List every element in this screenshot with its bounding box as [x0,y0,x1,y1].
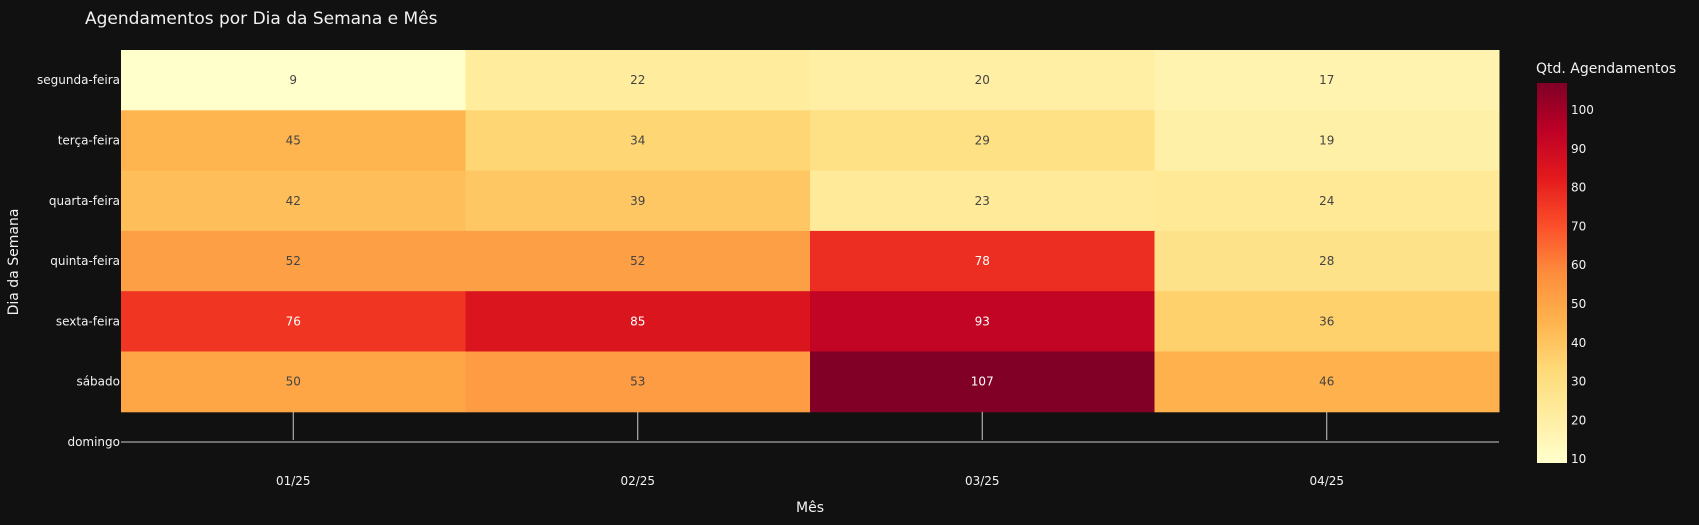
heatmap-cell [465,230,811,292]
y-tick-label: domingo [67,435,120,449]
x-axis-title: Mês [796,500,824,516]
heatmap-cell [1154,230,1500,292]
cell-value-label: 107 [971,375,994,389]
cell-value-label: 23 [975,194,990,208]
heatmap-cells: 9 22 20 17 45 34 29 19 42 39 23 24 52 52 78 28 76 85 93 36 5… [121,50,1500,413]
cell-value-label: 45 [286,133,301,147]
heatmap-cell [121,50,466,111]
cell-value-label: 9 [289,73,297,87]
x-tick-label: 04/25 [1309,474,1344,488]
colorbar-ticks: 10 20 30 40 50 60 70 80 90 100 [1571,103,1594,466]
heatmap-cell [465,291,811,352]
cell-value-label: 46 [1319,375,1334,389]
colorbar-title: Qtd. Agendamentos [1536,61,1676,77]
cell-value-label: 52 [286,254,301,268]
cell-value-label: 36 [1319,314,1334,328]
cell-value-label: 29 [975,133,990,147]
cell-value-label: 85 [630,314,645,328]
cell-value-label: 17 [1319,73,1334,87]
heatmap-cell [465,110,811,172]
heatmap-cell [121,110,466,172]
cell-value-label: 42 [286,194,301,208]
cell-value-label: 50 [286,375,301,389]
heatmap-cell [810,230,1155,292]
cell-value-label: 20 [975,73,990,87]
colorbar-tick-label: 20 [1571,413,1586,427]
heatmap-cell [1154,351,1500,413]
heatmap-cell [121,170,466,232]
cell-value-label: 34 [630,133,645,147]
heatmap-cell [810,291,1155,352]
y-tick-label: quinta-feira [50,254,120,268]
y-tick-label: sábado [76,375,120,389]
x-tick-label: 03/25 [965,474,1000,488]
colorbar-tick-label: 40 [1571,336,1586,350]
y-tick-label: sexta-feira [56,314,120,328]
cell-value-label: 52 [630,254,645,268]
chart-title: Agendamentos por Dia da Semana e Mês [85,9,438,29]
heatmap-cell [121,291,466,352]
colorbar-tick-label: 100 [1571,103,1594,117]
heatmap-cell [810,50,1155,111]
cell-value-label: 76 [286,314,301,328]
x-tick-label: 02/25 [620,474,655,488]
cell-value-label: 78 [975,254,990,268]
heatmap-cell [465,50,811,111]
colorbar [1537,83,1567,463]
cell-value-label: 24 [1319,194,1334,208]
heatmap-cell [1154,170,1500,232]
heatmap-cell [1154,50,1500,111]
y-tick-label: segunda-feira [37,73,120,87]
axes: segunda-feira terça-feira quarta-feira quin… [37,73,1499,488]
colorbar-tick-label: 80 [1571,181,1586,195]
heatmap-cell [1154,110,1500,172]
y-axis-title: Dia da Semana [6,209,22,316]
colorbar-tick-label: 30 [1571,375,1586,389]
heatmap-cell [465,351,811,413]
colorbar-tick-label: 60 [1571,258,1586,272]
heatmap-cell [465,170,811,232]
cell-value-label: 39 [630,194,645,208]
cell-value-label: 22 [630,73,645,87]
colorbar-tick-label: 70 [1571,219,1586,233]
heatmap-cell [121,351,466,413]
heatmap-cell [810,351,1155,413]
colorbar-tick-label: 90 [1571,142,1586,156]
x-tick-label: 01/25 [276,474,311,488]
heatmap-cell [810,110,1155,172]
colorbar-tick-label: 10 [1571,452,1586,466]
cell-value-label: 19 [1319,133,1334,147]
y-tick-label: terça-feira [58,133,120,147]
y-tick-label: quarta-feira [49,194,120,208]
heatmap-cell [810,170,1155,232]
heatmap-cell [1154,291,1500,352]
cell-value-label: 28 [1319,254,1334,268]
cell-value-label: 53 [630,375,645,389]
colorbar-tick-label: 50 [1571,297,1586,311]
cell-value-label: 93 [975,314,990,328]
heatmap-cell [121,230,466,292]
